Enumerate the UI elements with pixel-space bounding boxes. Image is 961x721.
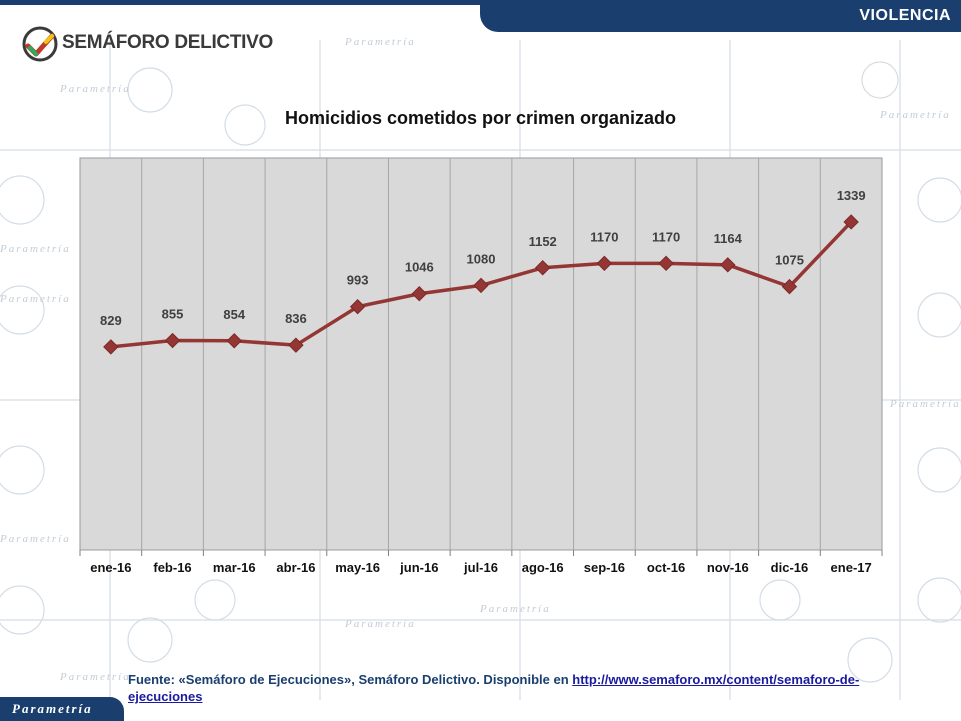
x-tick-label: jul-16 <box>463 560 498 575</box>
top-accent-line <box>0 0 480 5</box>
watermark-text: Parametría <box>344 618 416 630</box>
watermark-text: Parametría <box>59 671 131 683</box>
chart-title: Homicidios cometidos por crimen organiza… <box>284 108 677 128</box>
data-point-marker <box>349 299 366 315</box>
x-tick-label: feb-16 <box>153 560 191 575</box>
data-label: 855 <box>162 307 184 322</box>
watermark-text: Parametría <box>889 398 961 410</box>
data-label: 829 <box>100 313 122 328</box>
data-point-marker <box>781 278 798 295</box>
x-tick-label: ene-16 <box>90 560 131 575</box>
data-point-marker <box>534 260 551 276</box>
data-point-marker <box>103 339 119 355</box>
x-tick-label: ago-16 <box>522 560 564 575</box>
x-tick-label: may-16 <box>335 560 380 575</box>
data-label: 993 <box>347 273 369 288</box>
watermark-text: Parametría <box>59 83 131 95</box>
x-tick-label: nov-16 <box>707 560 749 575</box>
x-tick-label: ene-17 <box>831 560 872 575</box>
x-tick-label: jun-16 <box>399 560 438 575</box>
data-point-marker <box>720 257 736 273</box>
watermark-text: Parametría <box>344 36 416 48</box>
source-note: Fuente: «Semáforo de Ejecuciones», Semáf… <box>128 671 868 705</box>
data-label: 854 <box>223 307 245 322</box>
semaforo-check-icon <box>22 26 58 62</box>
source-text: Fuente: «Semáforo de Ejecuciones», Semáf… <box>128 672 573 687</box>
watermark-text: Parametría <box>879 109 951 121</box>
watermark-text: Parametría <box>0 533 71 545</box>
x-tick-label: sep-16 <box>584 560 625 575</box>
data-label: 1152 <box>529 234 557 249</box>
data-point-marker <box>288 337 304 353</box>
data-point-marker <box>164 332 181 349</box>
watermark-text: Parametría <box>479 603 551 615</box>
data-point-marker <box>411 286 428 302</box>
data-label: 1170 <box>652 229 680 244</box>
data-point-marker <box>658 255 674 272</box>
x-tick-label: mar-16 <box>213 560 256 575</box>
data-label: 1170 <box>590 229 618 244</box>
brand-footer-bar: Parametría <box>0 697 124 721</box>
data-point-marker <box>473 277 489 294</box>
x-tick-label: abr-16 <box>276 560 315 575</box>
source-link[interactable]: http://www.semaforo.mx/content/semaforo-… <box>128 672 860 704</box>
brand-label: Parametría <box>12 701 93 716</box>
watermark-text: Parametría <box>0 293 71 305</box>
watermark-text: Parametría <box>0 243 71 255</box>
data-label: 1075 <box>775 253 804 268</box>
x-tick-label: dic-16 <box>771 560 809 575</box>
data-label: 1164 <box>714 231 743 246</box>
section-label: VIOLENCIA <box>859 7 951 24</box>
plot-area <box>79 157 883 551</box>
semaforo-logo: SEMÁFORO DELICTIVO <box>20 24 273 64</box>
data-label: 836 <box>285 311 307 326</box>
data-label: 1339 <box>837 188 866 203</box>
line-chart: 829 855 854 836 993 1046 1080 1152 1170 1170 1164 1… <box>79 157 883 575</box>
data-point-marker <box>226 333 242 349</box>
logo-text: SEMÁFORO DELICTIVO <box>62 32 273 53</box>
data-point-marker <box>843 214 859 230</box>
data-label: 1046 <box>405 260 434 275</box>
section-header-bar: VIOLENCIA <box>480 0 961 32</box>
data-label: 1080 <box>467 251 496 266</box>
x-tick-label: oct-16 <box>647 560 685 575</box>
data-point-marker <box>596 255 613 272</box>
